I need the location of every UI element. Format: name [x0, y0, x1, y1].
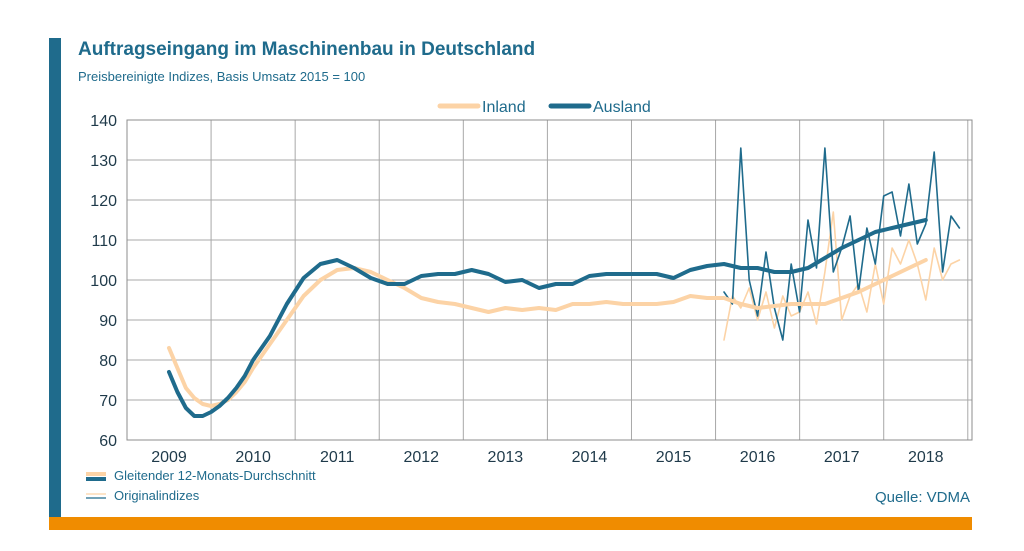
y-tick-label: 80	[99, 353, 117, 370]
y-axis-labels: 60 70 80 90 100 110 120 130 140	[90, 113, 117, 450]
key-smoothed-swatch	[86, 469, 106, 484]
legend: Inland Ausland	[437, 99, 651, 116]
legend-label-ausland: Ausland	[593, 99, 651, 116]
x-tick-label: 2010	[235, 449, 271, 466]
key-original: Originalindizes	[86, 488, 199, 504]
series-smoothed-inland	[167, 258, 928, 408]
left-accent-bar	[49, 38, 61, 522]
plot-frame	[126, 119, 973, 441]
series-lines	[167, 147, 961, 418]
legend-label-inland: Inland	[482, 99, 526, 116]
x-tick-label: 2014	[572, 449, 608, 466]
x-tick-label: 2016	[740, 449, 776, 466]
x-tick-label: 2009	[151, 449, 187, 466]
y-tick-label: 110	[91, 233, 117, 250]
source-note: Quelle: VDMA	[874, 489, 970, 506]
chart-title: Auftragseingang im Maschinenbau in Deuts…	[78, 39, 536, 60]
bottom-accent-bar	[49, 517, 972, 530]
key-original-label: Originalindizes	[114, 488, 200, 503]
y-tick-label: 60	[99, 433, 117, 450]
x-axis-labels: 2009 2010 2011 2012 2013 2014 2015 2016 2017 2018	[151, 449, 943, 466]
y-tick-label: 120	[90, 193, 117, 210]
grid-lines	[126, 119, 973, 441]
x-tick-label: 2017	[824, 449, 860, 466]
y-tick-label: 70	[99, 393, 117, 410]
y-tick-label: 90	[99, 313, 117, 330]
key-original-swatch	[86, 489, 106, 504]
x-tick-label: 2018	[908, 449, 944, 466]
key-smoothed-label: Gleitender 12-Monats-Durchschnitt	[114, 468, 316, 483]
y-tick-label: 100	[90, 273, 117, 290]
y-tick-label: 130	[90, 153, 117, 170]
x-tick-label: 2013	[488, 449, 524, 466]
x-tick-label: 2011	[320, 449, 355, 466]
key-smoothed: Gleitender 12-Monats-Durchschnitt	[86, 468, 316, 484]
x-tick-label: 2015	[656, 449, 692, 466]
y-tick-label: 140	[90, 113, 117, 130]
series-original-inland	[723, 211, 961, 341]
series-smoothed-ausland	[167, 218, 928, 418]
x-tick-label: 2012	[403, 449, 439, 466]
chart-subtitle: Preisbereinigte Indizes, Basis Umsatz 20…	[78, 69, 366, 84]
